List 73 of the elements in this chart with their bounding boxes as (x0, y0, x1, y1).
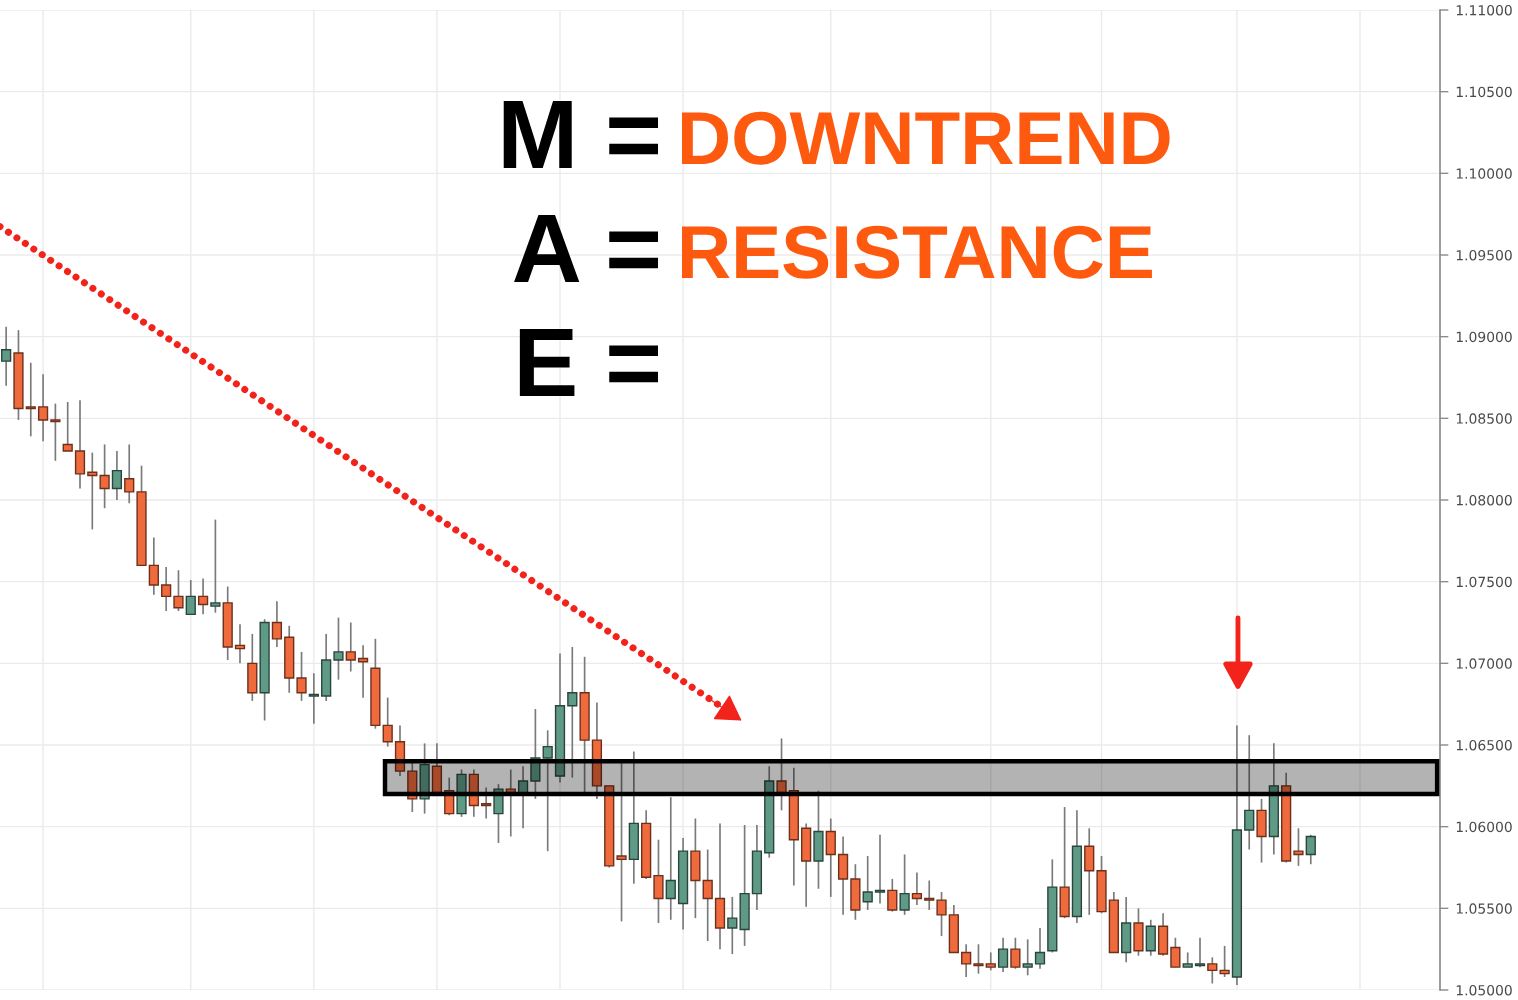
candlestick (924, 879, 935, 911)
candlestick (911, 871, 923, 906)
y-tick-label: 1.07000 (1456, 658, 1512, 669)
y-tick-label: 1.06500 (1456, 739, 1512, 751)
candlestick (1034, 927, 1046, 970)
candlestick (616, 762, 627, 923)
candlestick (271, 600, 283, 648)
y-tick-label: 1.10500 (1456, 86, 1512, 98)
y-tick-label: 1.07500 (1456, 576, 1512, 588)
candlestick (702, 848, 713, 942)
candlestick (776, 737, 787, 812)
candlestick (481, 786, 492, 820)
y-tick-label: 1.09000 (1456, 331, 1512, 343)
candlestick (74, 399, 86, 490)
candlestick (567, 646, 578, 779)
candlestick (874, 833, 886, 905)
candlestick (444, 776, 455, 817)
candlestick (899, 853, 910, 916)
candlestick (997, 936, 1009, 973)
y-tick-label: 1.06000 (1456, 821, 1512, 833)
y-tick-label: 1.11000 (1456, 4, 1512, 16)
candlestick (505, 768, 516, 838)
candlestick (825, 817, 836, 898)
candlestick (50, 402, 61, 462)
y-tick-label: 1.10000 (1456, 168, 1512, 179)
candlestick (517, 765, 529, 830)
candlestick (124, 443, 135, 505)
candlestick (727, 896, 738, 955)
candlestick (1305, 833, 1316, 866)
y-tick-label: 1.08500 (1456, 413, 1512, 424)
candlestick (1219, 945, 1230, 978)
annotation: M = (503, 101, 659, 168)
candlestick (99, 443, 110, 510)
y-tick-label: 1.05000 (1456, 984, 1512, 996)
candlestick (161, 566, 172, 612)
candlestick (185, 579, 196, 616)
candlestick (1244, 734, 1255, 851)
candlestick (973, 943, 984, 975)
candlestick (333, 616, 344, 681)
annotation: A = (514, 215, 658, 282)
candlestick (210, 518, 221, 614)
candlestick (62, 401, 73, 452)
candlestick (197, 577, 209, 616)
candlestick (653, 838, 664, 924)
candlestick (862, 855, 873, 911)
candlestick (887, 878, 898, 913)
candlestick (173, 569, 184, 612)
candlestick (1010, 936, 1021, 970)
candlestick (1022, 938, 1033, 977)
candlestick (382, 696, 393, 748)
y-tick-label: 1.09500 (1456, 249, 1512, 261)
candlestick (37, 373, 49, 443)
candlestick (530, 708, 541, 800)
candlestick (1194, 936, 1206, 968)
annotation: DOWNTREND (682, 111, 1170, 165)
candlestick (1207, 956, 1218, 985)
candlestick (148, 536, 159, 596)
candlestick (1, 326, 12, 387)
annotation: E = (519, 329, 658, 396)
candlestick (936, 891, 947, 937)
candlestick (308, 672, 319, 725)
candlestick (111, 450, 123, 501)
candlestick (665, 796, 676, 921)
candlestick (25, 361, 36, 438)
candlestick (1170, 936, 1181, 968)
y-tick-label: 1.08000 (1456, 494, 1512, 506)
candlestick (961, 943, 972, 978)
candlestick (296, 651, 307, 702)
candlestick (542, 729, 553, 853)
annotation: RESISTANCE (682, 225, 1152, 279)
candlestick (1293, 827, 1304, 867)
y-tick-label: 1.05500 (1456, 903, 1512, 914)
candlestick (345, 621, 356, 673)
